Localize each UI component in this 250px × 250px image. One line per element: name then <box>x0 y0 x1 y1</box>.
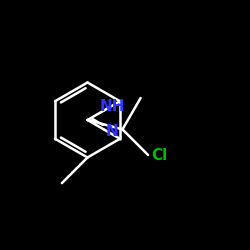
Text: Cl: Cl <box>151 148 168 162</box>
Text: NH: NH <box>100 99 125 114</box>
Text: N: N <box>105 124 118 140</box>
